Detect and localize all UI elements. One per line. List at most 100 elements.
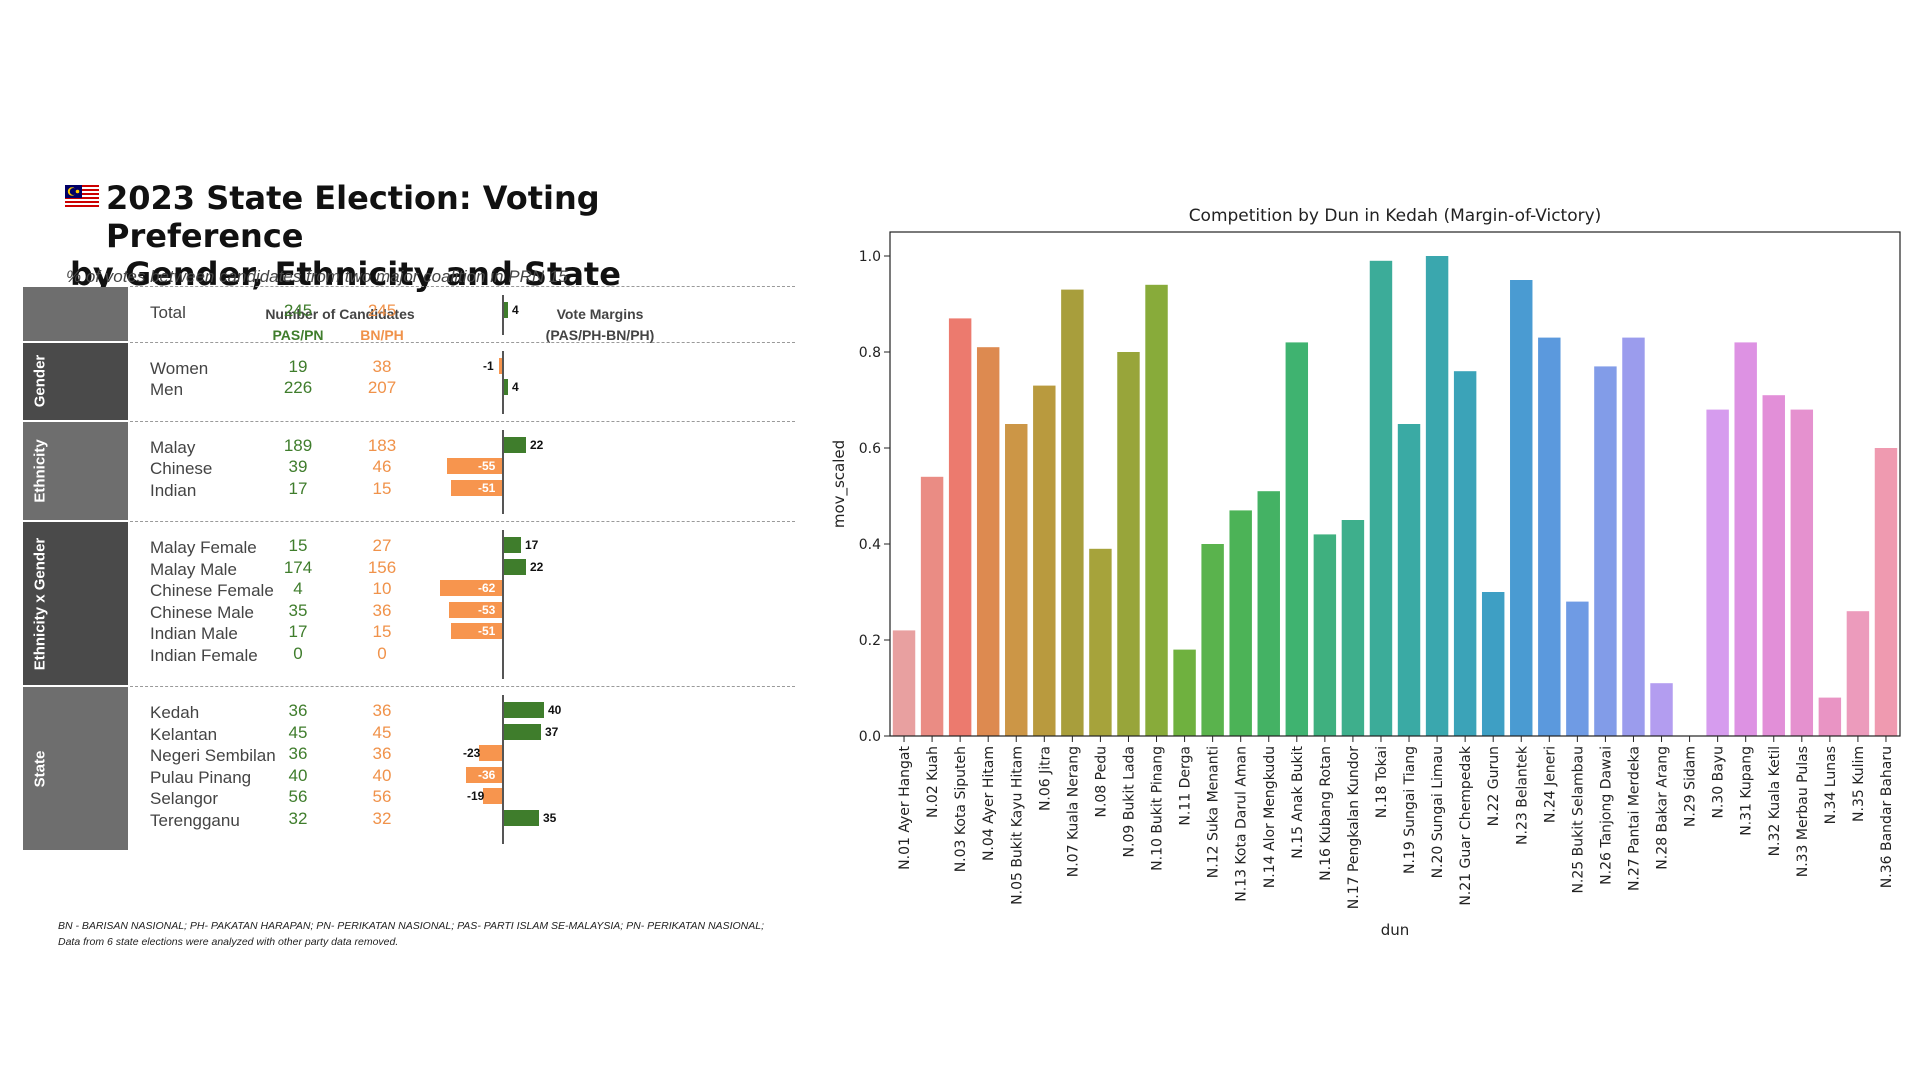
pas-pn-count: 0 — [293, 643, 303, 663]
x-tick-label: N.06 Jitra — [1037, 746, 1053, 811]
group-separator — [130, 420, 795, 422]
y-tick-label: 0.0 — [859, 729, 881, 745]
x-tick-label: N.23 Belantek — [1514, 745, 1530, 845]
pas-pn-count: 36 — [288, 701, 308, 720]
bn-ph-count: 45 — [372, 722, 392, 742]
y-tick-label: 0.2 — [859, 633, 881, 649]
bn-ph-count: 156 — [367, 557, 397, 577]
row-label: Malay — [150, 437, 196, 457]
dun-bar — [1706, 409, 1729, 736]
dun-bar — [1846, 611, 1870, 736]
x-tick-label: N.22 Gurun — [1486, 746, 1502, 826]
vote-margin-bar — [504, 436, 526, 453]
row-label: Kelantan — [150, 724, 218, 744]
y-tick-label: 0.4 — [859, 537, 881, 553]
infographic-subtitle: % of votes between candidates from two m… — [66, 267, 568, 286]
group-band-gender: Gender — [23, 342, 128, 420]
dun-bar — [1425, 256, 1449, 736]
footnote-data-note: Data from 6 state elections were analyze… — [58, 936, 399, 948]
bn-ph-count: 36 — [372, 600, 392, 620]
x-tick-label: N.13 Kota Darul Aman — [1234, 746, 1250, 902]
x-tick-label: N.04 Ayer Hitam — [981, 746, 997, 861]
header-vote-margins-sub: (PAS/PH-BN/PH) — [545, 327, 655, 343]
x-tick-label: N.27 Pantai Merdeka — [1626, 746, 1642, 891]
bn-ph-count: 27 — [372, 536, 392, 555]
x-tick-label: N.07 Kuala Nerang — [1065, 746, 1081, 877]
row-label: Negeri Sembilan — [150, 746, 276, 765]
pas-pn-count: 15 — [288, 536, 308, 555]
dun-bar — [1285, 342, 1309, 736]
row-label: Indian — [150, 480, 197, 500]
bn-ph-count: 15 — [372, 478, 392, 498]
vote-margin-label: 37 — [545, 724, 559, 739]
x-tick-label: N.26 Tanjong Dawai — [1598, 746, 1614, 885]
x-tick-label: N.36 Bandar Baharu — [1879, 746, 1895, 888]
row-label: Men — [150, 380, 184, 399]
vote-margin-bar — [479, 745, 502, 761]
pas-pn-count: 35 — [288, 600, 308, 620]
dun-bar — [1650, 683, 1673, 736]
x-tick-label: N.32 Kuala Ketil — [1767, 746, 1783, 856]
row-label: Chinese — [150, 459, 213, 478]
pas-pn-count: 36 — [288, 744, 308, 763]
bn-ph-count: 245 — [367, 301, 397, 320]
dun-bar — [1566, 601, 1589, 736]
margin-zero-axis — [502, 695, 504, 844]
vote-margin-bar — [466, 766, 502, 783]
vote-margin-label: -62 — [478, 581, 496, 595]
pas-pn-count: 17 — [288, 622, 308, 641]
dun-bar — [1622, 337, 1645, 736]
dun-bar — [1201, 544, 1224, 736]
malaysia-flag-icon — [65, 185, 99, 209]
group-separator — [130, 521, 795, 522]
dun-bar — [1510, 280, 1533, 736]
row-label: Indian Female — [150, 645, 258, 665]
header-bn-ph: BN/PH — [360, 327, 404, 343]
x-tick-label: N.31 Kupang — [1739, 746, 1755, 836]
kedah-dun-chart: Competition by Dun in Kedah (Margin-of-V… — [820, 200, 1910, 960]
x-tick-label: N.09 Bukit Lada — [1121, 746, 1137, 857]
dun-bar — [1818, 697, 1842, 736]
row-label: Chinese Male — [150, 602, 254, 622]
margin-zero-axis — [502, 350, 504, 414]
vote-margin-label: 22 — [530, 437, 544, 452]
group-label-text: Ethnicity x Gender — [31, 537, 49, 670]
x-tick-label: N.16 Kubang Rotan — [1318, 746, 1334, 881]
row-label: Indian Male — [150, 624, 238, 643]
pas-pn-count: 245 — [283, 301, 313, 320]
group-separator — [130, 341, 795, 343]
vote-margin-bar — [483, 788, 502, 804]
dun-bar — [1033, 385, 1056, 736]
row-label: Total — [150, 303, 186, 322]
dun-bar — [1481, 592, 1505, 736]
bn-ph-count: 38 — [372, 356, 392, 376]
x-tick-label: N.10 Bukit Pinang — [1150, 746, 1166, 871]
x-tick-label: N.12 Suka Menanti — [1206, 746, 1222, 878]
row-label: Malay Male — [150, 559, 237, 579]
x-tick-label: N.17 Pengkalan Kundor — [1346, 746, 1362, 909]
vote-margin-bar — [451, 623, 502, 639]
dun-bar — [1594, 366, 1617, 736]
x-tick-label: N.24 Jeneri — [1542, 746, 1558, 823]
group-separator — [130, 286, 795, 287]
vote-margin-label: -36 — [478, 767, 496, 782]
vote-margin-label: -19 — [467, 789, 485, 803]
bar-chart-svg: Competition by Dun in Kedah (Margin-of-V… — [830, 206, 1901, 939]
vote-margin-bar — [504, 302, 508, 318]
vote-margin-bar — [504, 558, 526, 575]
vote-margin-bar — [504, 723, 541, 740]
bn-ph-count: 56 — [372, 787, 392, 806]
dun-bar — [920, 476, 944, 736]
bn-ph-count: 40 — [372, 765, 392, 785]
x-tick-label: N.05 Bukit Kayu Hitam — [1009, 746, 1025, 905]
x-tick-label: N.02 Kuah — [925, 746, 941, 818]
y-tick-label: 1.0 — [859, 249, 881, 265]
pas-pn-count: 174 — [283, 557, 313, 577]
bn-ph-count: 46 — [372, 457, 392, 476]
dun-bar — [1005, 424, 1028, 736]
group-label: Gender — [23, 343, 57, 420]
group-label-text: State — [31, 750, 49, 787]
vote-margin-bar — [504, 537, 521, 553]
vote-margin-bar — [504, 379, 508, 395]
x-tick-label: N.20 Sungai Limau — [1430, 746, 1446, 878]
